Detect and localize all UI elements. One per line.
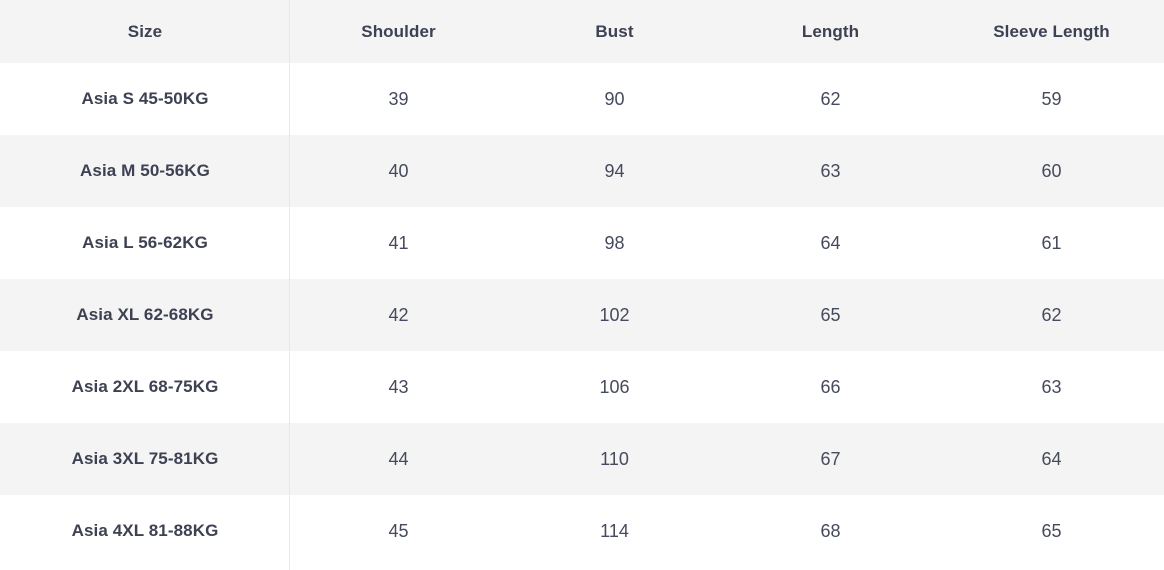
cell-size: Asia XL 62-68KG [76,305,214,324]
cell-sleeve: 63 [1041,376,1062,397]
column-header-bust: Bust [595,21,634,41]
cell-bust: 110 [600,448,629,469]
table-row: Asia S 45-50KG 39 90 62 59 [0,63,1164,135]
table-row: Asia 4XL 81-88KG 45 114 68 65 [0,495,1164,567]
cell-shoulder: 42 [388,304,409,325]
table-row: Asia 2XL 68-75KG 43 106 66 63 [0,351,1164,423]
cell-shoulder: 40 [388,160,409,181]
cell-shoulder: 43 [388,376,409,397]
cell-shoulder: 44 [388,448,409,469]
cell-size: Asia L 56-62KG [82,233,208,252]
cell-length: 64 [820,232,841,253]
cell-bust: 114 [600,520,629,541]
column-header-length: Length [801,21,860,41]
table-row: Asia 3XL 75-81KG 44 110 67 64 [0,423,1164,495]
column-header-size: Size [127,21,163,41]
cell-bust: 94 [604,160,625,181]
cell-sleeve: 62 [1041,304,1062,325]
cell-shoulder: 45 [388,520,409,541]
cell-sleeve: 59 [1041,88,1062,109]
cell-bust: 90 [604,88,625,109]
cell-size: Asia M 50-56KG [80,161,210,180]
cell-size: Asia S 45-50KG [81,89,209,108]
cell-length: 63 [820,160,841,181]
cell-sleeve: 65 [1041,520,1062,541]
cell-length: 62 [820,88,841,109]
cell-shoulder: 39 [388,88,409,109]
cell-length: 67 [820,448,841,469]
table-header: Size Shoulder Bust Length Sleeve Length [0,0,1164,63]
column-header-shoulder: Shoulder [361,21,436,41]
cell-sleeve: 61 [1041,232,1062,253]
cell-sleeve: 64 [1041,448,1062,469]
cell-size: Asia 2XL 68-75KG [71,377,219,396]
cell-length: 66 [820,376,841,397]
cell-size: Asia 4XL 81-88KG [71,521,219,540]
cell-sleeve: 60 [1041,160,1062,181]
cell-bust: 98 [604,232,625,253]
column-header-sleeve-length: Sleeve Length [993,21,1110,41]
cell-bust: 106 [599,376,630,397]
cell-bust: 102 [599,304,630,325]
cell-length: 65 [820,304,841,325]
cell-size: Asia 3XL 75-81KG [71,449,219,468]
table-row: Asia M 50-56KG 40 94 63 60 [0,135,1164,207]
table-header-row: Size Shoulder Bust Length Sleeve Length [0,0,1164,63]
cell-shoulder: 41 [388,232,409,253]
table-row: Asia XL 62-68KG 42 102 65 62 [0,279,1164,351]
table-body: Asia S 45-50KG 39 90 62 59 Asia M 50-56KG 40 94… [0,63,1164,567]
table-row: Asia L 56-62KG 41 98 64 61 [0,207,1164,279]
cell-length: 68 [820,520,841,541]
